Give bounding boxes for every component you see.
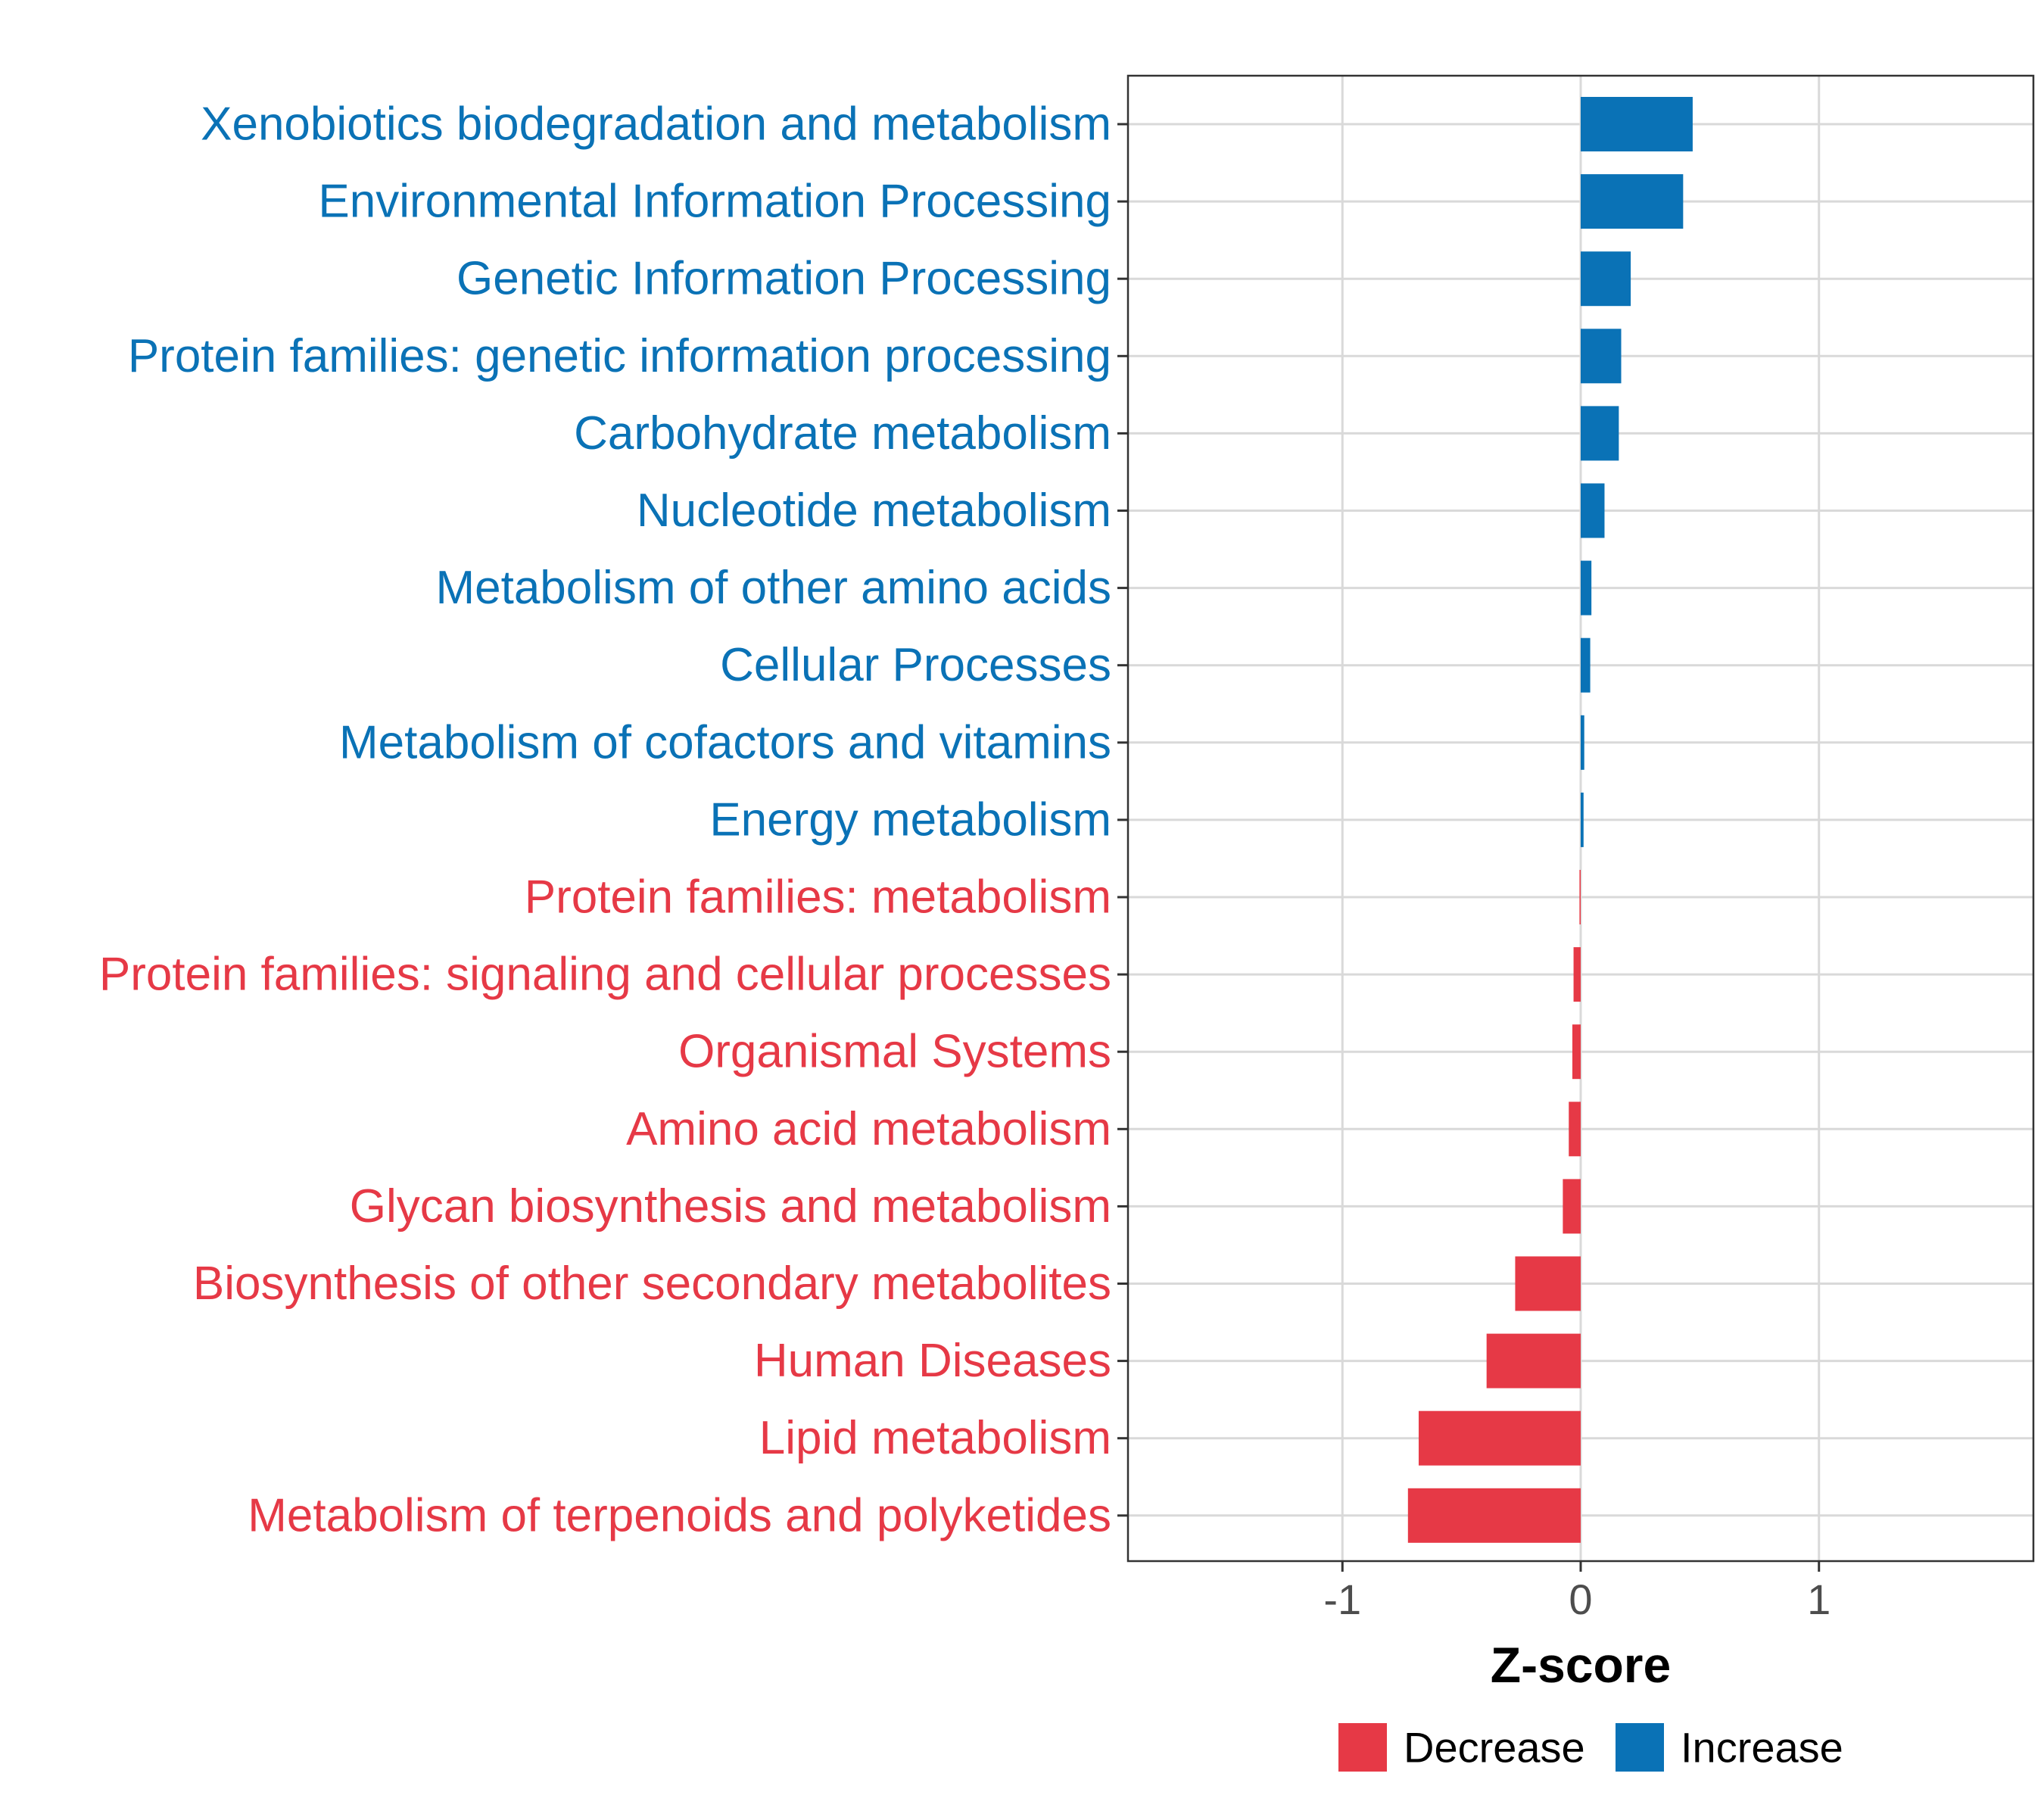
category-label-2: Genetic Information Processing — [456, 253, 1111, 305]
legend-label-increase: Increase — [1681, 1724, 1843, 1772]
category-label-12: Organismal Systems — [678, 1026, 1111, 1078]
bar-18 — [1407, 1488, 1581, 1543]
category-label-18: Metabolism of terpenoids and polyketides — [248, 1489, 1111, 1541]
x-tick-label-2: 1 — [1807, 1575, 1831, 1623]
bar-6 — [1581, 560, 1592, 616]
bar-3 — [1581, 329, 1622, 384]
y-axis: Xenobiotics biodegradation and metabolis… — [99, 98, 1128, 1541]
bar-13 — [1569, 1102, 1581, 1157]
bar-16 — [1486, 1333, 1581, 1388]
category-label-16: Human Diseases — [754, 1335, 1111, 1387]
category-label-4: Carbohydrate metabolism — [574, 407, 1111, 460]
bar-2 — [1581, 251, 1631, 307]
category-label-6: Metabolism of other amino acids — [435, 562, 1111, 614]
category-label-0: Xenobiotics biodegradation and metabolis… — [201, 98, 1111, 151]
category-label-5: Nucleotide metabolism — [637, 485, 1111, 537]
bar-15 — [1515, 1256, 1581, 1311]
category-label-7: Cellular Processes — [720, 639, 1111, 691]
category-label-11: Protein families: signaling and cellular… — [99, 949, 1111, 1001]
category-label-9: Energy metabolism — [709, 793, 1111, 846]
bar-12 — [1572, 1024, 1581, 1080]
bars — [1407, 97, 1693, 1543]
category-label-17: Lipid metabolism — [759, 1412, 1111, 1464]
x-tick-label-1: 0 — [1569, 1575, 1592, 1623]
bar-4 — [1581, 406, 1619, 461]
bar-10 — [1579, 870, 1581, 924]
x-tick-label-0: -1 — [1323, 1575, 1361, 1623]
legend: Decrease Increase — [1338, 1723, 1843, 1772]
category-label-10: Protein families: metabolism — [525, 871, 1111, 924]
x-axis: -1 0 1 — [1323, 1561, 1831, 1623]
bar-9 — [1581, 792, 1584, 847]
category-label-13: Amino acid metabolism — [626, 1103, 1111, 1155]
bar-8 — [1581, 715, 1584, 770]
bar-5 — [1581, 483, 1605, 538]
legend-swatch-increase — [1616, 1723, 1664, 1772]
legend-swatch-decrease — [1338, 1723, 1387, 1772]
legend-label-decrease: Decrease — [1404, 1724, 1585, 1772]
bar-1 — [1581, 174, 1684, 229]
bar-11 — [1573, 947, 1581, 1002]
bar-17 — [1418, 1410, 1581, 1466]
category-label-8: Metabolism of cofactors and vitamins — [339, 716, 1111, 768]
category-label-1: Environmental Information Processing — [318, 176, 1111, 228]
category-label-15: Biosynthesis of other secondary metaboli… — [193, 1258, 1111, 1310]
category-label-14: Glycan biosynthesis and metabolism — [350, 1180, 1111, 1233]
bar-0 — [1581, 97, 1693, 151]
x-axis-title: Z-score — [1491, 1637, 1671, 1693]
bar-14 — [1563, 1179, 1581, 1234]
bar-7 — [1581, 637, 1591, 693]
category-label-3: Protein families: genetic information pr… — [128, 330, 1111, 382]
